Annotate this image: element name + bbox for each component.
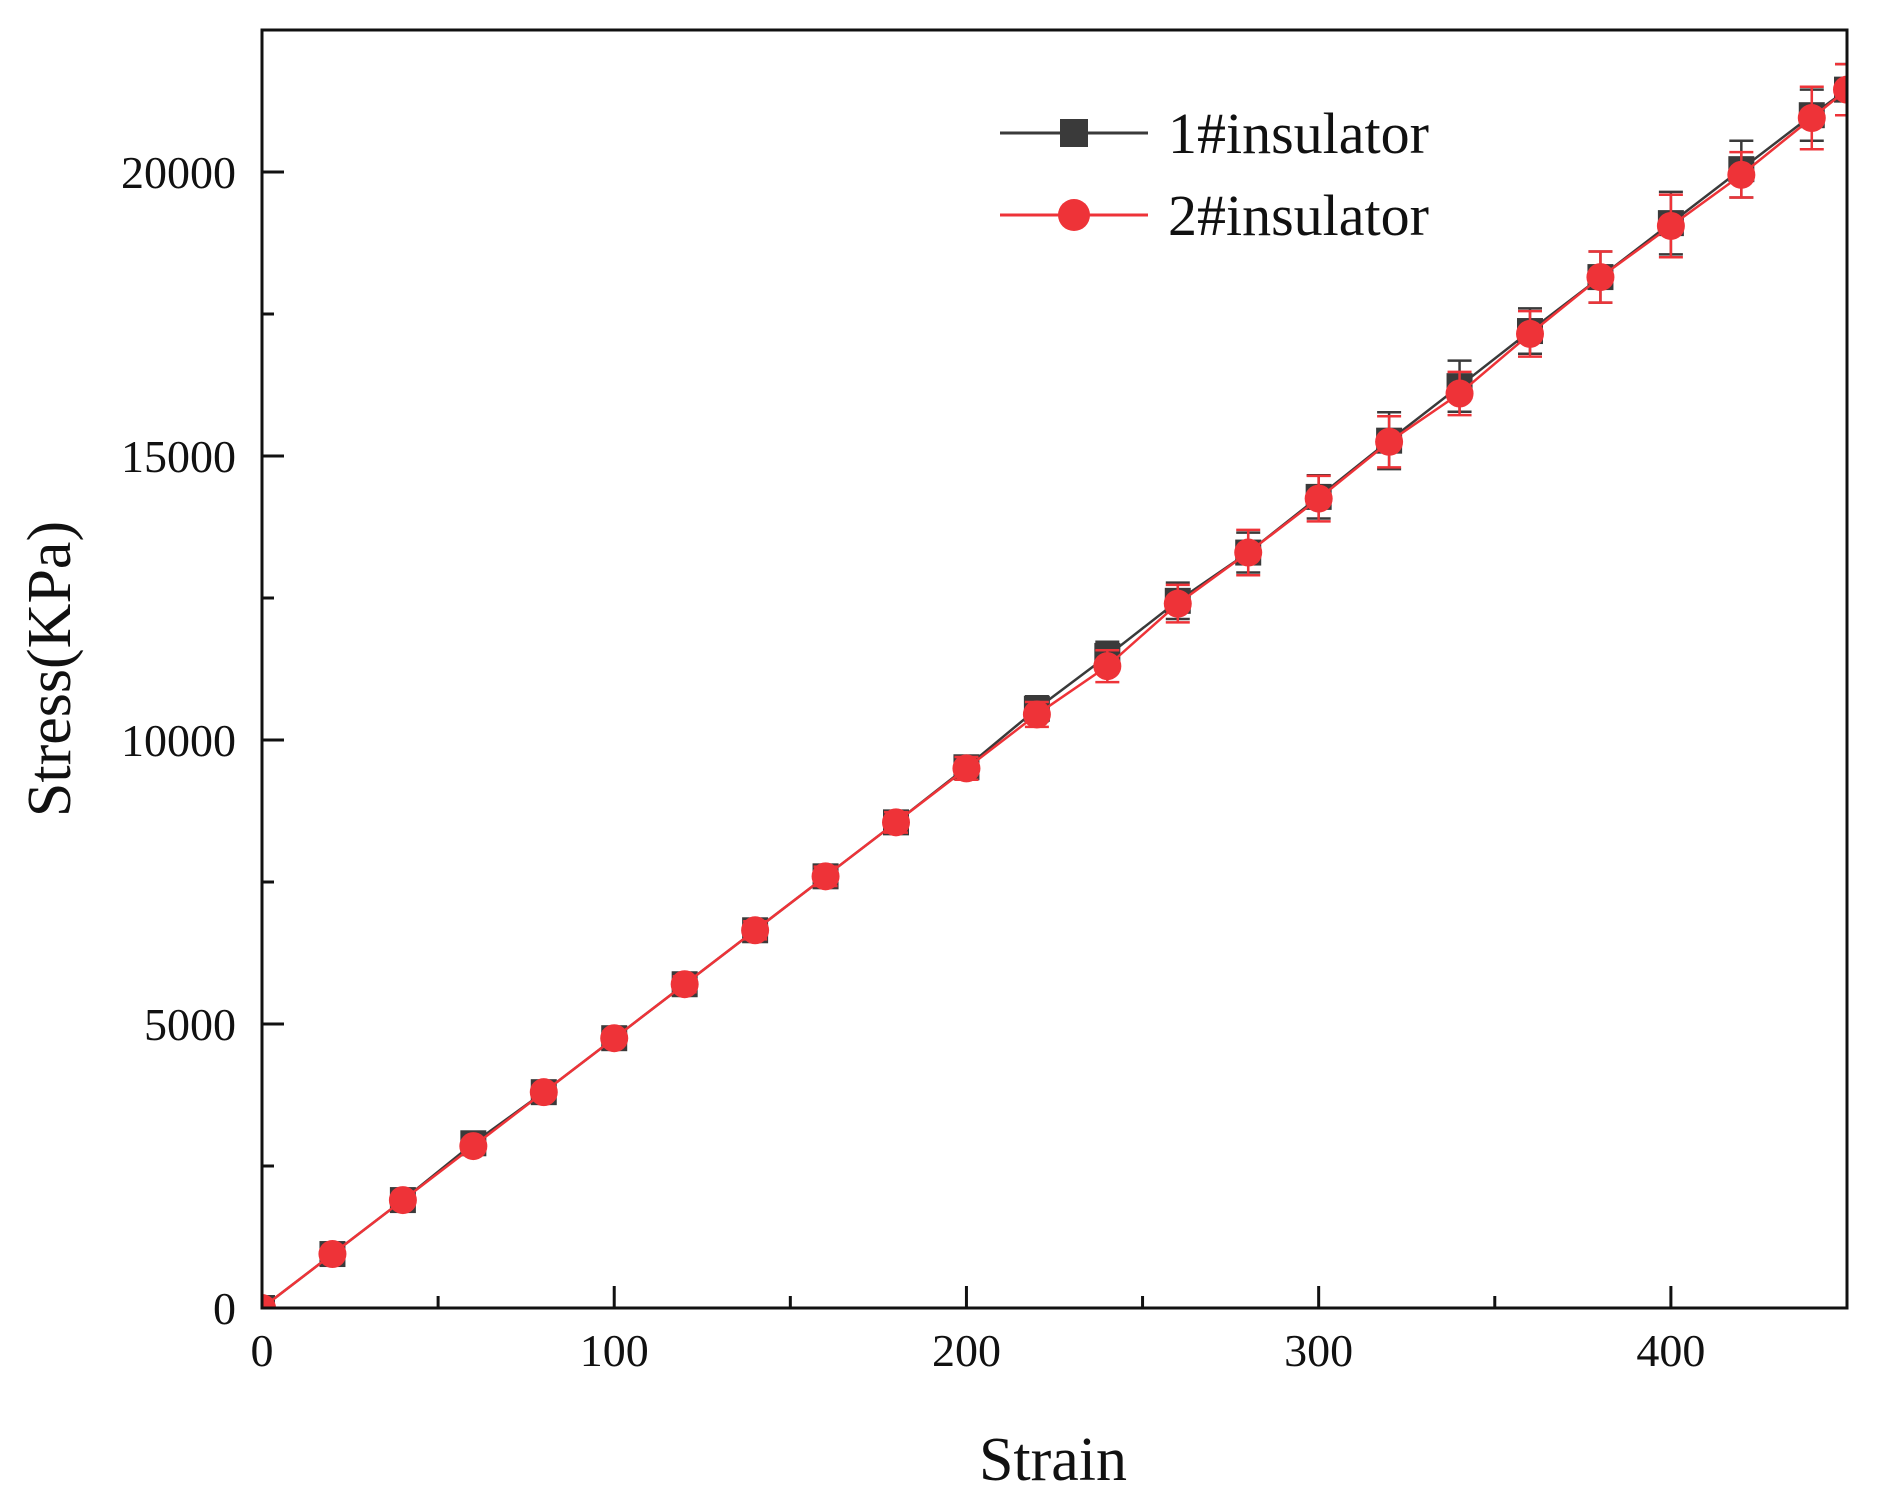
x-tick-label-1: 100 <box>580 1325 649 1376</box>
series-2-point-0 <box>262 1294 276 1308</box>
series-2-point-2 <box>388 1186 417 1215</box>
series-2-point-8 <box>811 862 840 891</box>
y-axis-title: Stress(KPa) <box>16 521 84 817</box>
x-tick-label-3: 300 <box>1284 1325 1353 1376</box>
series-2-point-10 <box>952 754 981 783</box>
plot-frame <box>260 28 1849 1310</box>
y-tick-label-1: 5000 <box>144 999 236 1050</box>
series-2-point-21 <box>1727 160 1756 189</box>
series-2-point-12 <box>1093 652 1122 681</box>
y-tick-label-0: 0 <box>213 1283 236 1334</box>
series-2-point-18 <box>1516 319 1544 348</box>
legend: 1#insulator 2#insulator <box>1000 101 1429 248</box>
axis-ticks <box>260 170 1673 1310</box>
series-2-point-7 <box>741 916 770 945</box>
legend-entry-2: 2#insulator <box>1000 183 1429 248</box>
series-2-point-23 <box>1833 75 1847 104</box>
series-2-point-11 <box>1022 700 1051 729</box>
series-2 <box>262 62 1847 1308</box>
axis-tick-labels: 0 100 200 300 400 0 5000 10000 15000 20000 <box>121 147 1705 1376</box>
series-2-point-20 <box>1656 211 1685 240</box>
legend-marker-1 <box>1060 119 1088 147</box>
legend-label-2: 2#insulator <box>1168 183 1429 248</box>
series-2-point-22 <box>1797 104 1826 133</box>
series-2-point-4 <box>529 1078 558 1107</box>
x-tick-label-4: 400 <box>1636 1325 1705 1376</box>
series-2-point-14 <box>1234 538 1263 567</box>
series-2-point-19 <box>1586 263 1615 292</box>
series-2-point-13 <box>1163 589 1192 618</box>
legend-entry-1: 1#insulator <box>1000 101 1429 166</box>
y-tick-label-3: 15000 <box>121 431 236 482</box>
series-2-point-16 <box>1375 427 1404 456</box>
series-2-errorbar-23 <box>1835 62 1847 117</box>
y-tick-label-2: 10000 <box>121 715 236 766</box>
series-2-point-6 <box>670 970 699 999</box>
x-tick-label-0: 0 <box>251 1325 274 1376</box>
series-2-point-1 <box>318 1240 347 1269</box>
series-2-point-17 <box>1445 379 1474 408</box>
x-axis-title: Strain <box>979 1426 1127 1494</box>
series-2-point-15 <box>1304 484 1333 513</box>
legend-label-1: 1#insulator <box>1168 101 1429 166</box>
series-2-point-9 <box>882 808 910 837</box>
series-2-point-3 <box>459 1132 488 1161</box>
x-tick-label-2: 200 <box>932 1325 1001 1376</box>
series-2-point-5 <box>600 1024 629 1053</box>
data-series <box>262 62 1847 1308</box>
legend-marker-2 <box>1058 199 1090 231</box>
series-2-line <box>262 88 1847 1308</box>
y-tick-label-4: 20000 <box>121 147 236 198</box>
